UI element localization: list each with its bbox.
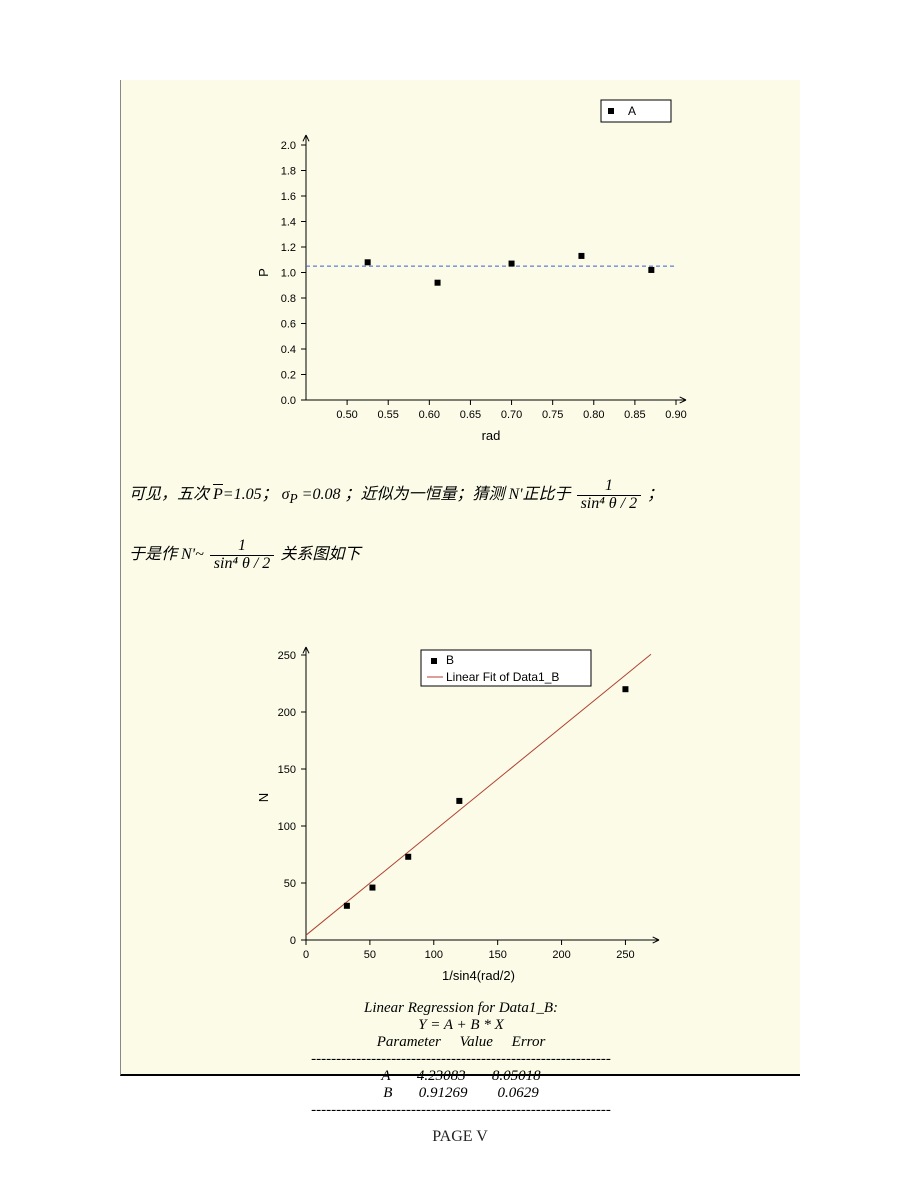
svg-text:50: 50 [364,949,376,961]
svg-text:1.6: 1.6 [281,191,296,203]
svg-text:Linear Fit of Data1_B: Linear Fit of Data1_B [446,670,559,684]
svg-text:0.2: 0.2 [281,370,296,382]
svg-text:200: 200 [552,949,570,961]
narr1-suffix: ； [647,486,663,503]
narr2-prefix: 于是作 N'~ [129,546,204,563]
svg-text:0.4: 0.4 [281,344,296,356]
chart-b-svg: 0 50 100 150 200 250 0 50 100 150 200 250 1/sin4(rad… [251,635,671,1005]
svg-text:150: 150 [278,764,296,776]
frac-1: 1 sin⁴ θ / 2 [575,478,644,513]
chart-a-svg: A 0.50 0.55 0.60 0.65 0.70 0.75 0.80 0.85 0.90 0.0… [251,90,691,460]
sigma-value: 0.08 [312,486,340,503]
svg-text:1.2: 1.2 [281,242,296,254]
svg-text:2.0: 2.0 [281,140,296,152]
regress-sep-2: ----------------------------------------… [281,1102,641,1119]
svg-text:100: 100 [425,949,443,961]
p-mean-value: 1.05 [234,486,262,503]
svg-text:200: 200 [278,707,296,719]
chart-a: A 0.50 0.55 0.60 0.65 0.70 0.75 0.80 0.85 0.90 0.0… [251,90,691,460]
narr1-mid: ；近似为一恒量；猜测 N'正比于 [344,486,570,503]
svg-text:rad: rad [482,428,501,443]
svg-text:250: 250 [278,650,296,662]
svg-text:A: A [628,104,636,118]
svg-text:1.0: 1.0 [281,268,296,280]
narrative-line-2: 于是作 N'~ 1 sin⁴ θ / 2 关系图如下 [129,538,360,573]
regress-header: Parameter Value Error [281,1034,641,1051]
page-number: PAGE V [0,1128,920,1146]
page: A0.500.550.600.650.700.750.800.850.900.0… [0,0,920,1191]
svg-text:0.85: 0.85 [624,409,645,421]
svg-text:1.8: 1.8 [281,166,296,178]
narr2-suffix: 关系图如下 [280,546,360,563]
svg-text:250: 250 [616,949,634,961]
regress-eq: Y = A + B * X [281,1017,641,1034]
svg-text:0.6: 0.6 [281,319,296,331]
svg-text:0.70: 0.70 [501,409,522,421]
svg-text:0.8: 0.8 [281,293,296,305]
svg-text:150: 150 [488,949,506,961]
narrative-line-1: 可见，五次 P =1.05； σP =0.08 ；近似为一恒量；猜测 N'正比于… [129,478,663,513]
svg-text:1/sin4(rad/2): 1/sin4(rad/2) [442,968,515,983]
regress-row-b: B 0.91269 0.0629 [281,1085,641,1102]
chart-b: 0 50 100 150 200 250 0 50 100 150 200 250 1/sin4(rad… [251,635,671,1005]
svg-text:0: 0 [290,935,296,947]
svg-text:1.4: 1.4 [281,217,296,229]
svg-text:B: B [446,653,454,667]
narr1-prefix: 可见，五次 [129,486,209,503]
svg-text:0.55: 0.55 [378,409,399,421]
svg-text:50: 50 [284,878,296,890]
sigma: σ [282,486,290,503]
regress-row-a: A 4.23083 8.05018 [281,1068,641,1085]
svg-text:0.65: 0.65 [460,409,481,421]
svg-text:0.0: 0.0 [281,395,296,407]
svg-text:0.50: 0.50 [336,409,357,421]
regress-title: Linear Regression for Data1_B: [281,1000,641,1017]
frac-2: 1 sin⁴ θ / 2 [208,538,277,573]
svg-text:0.75: 0.75 [542,409,563,421]
regression-block: Linear Regression for Data1_B: Y = A + B… [281,1000,641,1119]
svg-text:0.80: 0.80 [583,409,604,421]
svg-text:N: N [256,793,271,802]
content-panel: A0.500.550.600.650.700.750.800.850.900.0… [120,80,800,1076]
p-bar: P [213,486,223,504]
svg-text:0: 0 [303,949,309,961]
svg-text:0.90: 0.90 [665,409,686,421]
regress-sep-1: ----------------------------------------… [281,1051,641,1068]
svg-text:100: 100 [278,821,296,833]
svg-text:0.60: 0.60 [419,409,440,421]
svg-text:P: P [256,268,271,277]
